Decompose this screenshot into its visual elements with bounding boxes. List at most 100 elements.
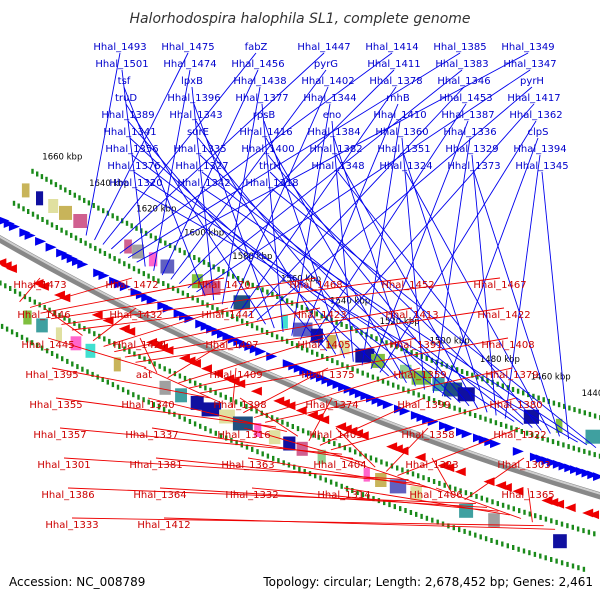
tick-mark	[10, 329, 14, 335]
forward-gene-arrow	[552, 459, 564, 469]
reverse-leader-line	[159, 487, 488, 508]
forward-gene-label: eno	[323, 110, 342, 121]
forward-gene-label: rnhB	[386, 93, 410, 104]
tick-mark	[209, 428, 212, 434]
tick-mark	[516, 388, 520, 394]
tick-mark	[348, 447, 352, 453]
tick-mark	[281, 419, 284, 425]
tick-mark	[425, 515, 429, 521]
reverse-leader-line	[335, 427, 376, 468]
forward-leader-line	[361, 120, 401, 366]
forward-leader-line	[161, 69, 259, 276]
forward-leader-line	[191, 86, 215, 301]
tick-mark	[188, 378, 192, 384]
tick-mark	[18, 291, 22, 297]
tick-mark	[41, 217, 44, 222]
feature-tile	[281, 314, 288, 329]
forward-gene-arrow	[382, 400, 394, 410]
tick-mark	[527, 392, 530, 398]
tick-mark	[322, 436, 326, 442]
forward-gene-label: Hhal_1453	[439, 93, 492, 104]
forward-leader-line	[401, 137, 425, 390]
feature-tile	[113, 357, 121, 372]
tick-mark	[222, 269, 225, 275]
forward-gene-arrow	[266, 352, 278, 361]
tick-mark	[138, 354, 141, 359]
tick-mark	[388, 502, 391, 508]
tick-mark	[522, 548, 526, 554]
tick-mark	[31, 211, 35, 217]
feature-tile	[326, 334, 337, 349]
reverse-gene-label: Hhal_1404	[313, 460, 366, 471]
reverse-leader-line	[147, 397, 288, 433]
genome-backbone-highlight	[0, 235, 600, 495]
forward-gene-label: rpsB	[253, 110, 276, 121]
tick-mark	[290, 341, 294, 346]
reverse-gene-arrow	[250, 386, 262, 396]
tick-mark	[518, 508, 521, 514]
tick-mark	[229, 397, 233, 403]
tick-mark	[127, 389, 130, 395]
reverse-gene-label: Hhal_1301	[37, 460, 90, 471]
tick-mark	[116, 215, 119, 221]
reverse-leader-line	[330, 397, 517, 451]
tick-mark	[522, 390, 525, 396]
reverse-gene-label: Hhal_1316	[217, 430, 270, 441]
forward-gene-arrow	[564, 463, 576, 473]
tick-mark	[411, 471, 415, 477]
tick-mark	[183, 416, 186, 422]
tick-mark	[86, 369, 89, 375]
forward-gene-label: Hhal_1351	[377, 144, 430, 155]
tick-mark	[443, 482, 446, 488]
reverse-gene-label: Hhal_1470	[197, 280, 250, 291]
forward-gene-arrow	[512, 446, 524, 456]
tick-mark	[568, 405, 571, 411]
tick-mark	[256, 285, 259, 291]
tick-mark	[219, 433, 223, 439]
reverse-leader-line	[178, 337, 325, 384]
forward-leader-line	[230, 86, 329, 309]
forward-leader-line	[131, 154, 452, 400]
tick-mark	[36, 171, 39, 177]
tick-mark	[130, 223, 133, 229]
forward-gene-arrow	[558, 461, 570, 471]
feature-tile	[585, 429, 600, 444]
tick-mark	[343, 445, 346, 451]
feature-tile	[410, 486, 422, 501]
tick-mark	[582, 566, 586, 572]
tick-mark	[523, 509, 526, 515]
accession-label: Accession: NC_008789	[9, 575, 145, 589]
forward-gene-arrow	[119, 282, 131, 292]
forward-gene-label: Hhal_1501	[95, 59, 148, 70]
forward-gene-arrow	[478, 435, 490, 445]
tick-mark	[385, 461, 388, 467]
forward-leader-line	[308, 103, 467, 344]
tick-mark	[196, 297, 199, 303]
tick-mark	[466, 370, 469, 376]
feature-tile	[159, 380, 171, 395]
reverse-gene-arrow	[234, 379, 246, 389]
forward-leader-line	[127, 52, 461, 259]
forward-gene-label: Hhal_1376	[107, 161, 160, 172]
tick-mark	[536, 434, 539, 440]
tick-mark	[458, 527, 461, 533]
reverse-leader-line	[319, 397, 425, 446]
tick-mark	[236, 276, 240, 281]
tick-mark	[410, 350, 413, 356]
tick-mark	[593, 413, 597, 419]
reverse-gene-labels: Hhal_1473 Hhal_1472 Hhal_1470 Hhal_1468 Hhal…	[13, 280, 554, 531]
reverse-gene-label: Hhal_1357	[33, 430, 86, 441]
tick-mark	[64, 187, 67, 193]
reverse-leader-line	[247, 457, 432, 489]
tick-mark	[28, 296, 32, 302]
tick-mark	[392, 382, 395, 388]
reverse-gene-label: Hhal_1340	[121, 400, 174, 411]
tick-mark	[588, 450, 591, 456]
tick-mark	[583, 410, 586, 416]
tick-mark	[417, 392, 420, 398]
tick-mark	[576, 526, 580, 532]
tick-mark	[23, 294, 27, 300]
tick-mark	[83, 197, 86, 203]
forward-gene-label: Hhal_1475	[161, 42, 214, 53]
